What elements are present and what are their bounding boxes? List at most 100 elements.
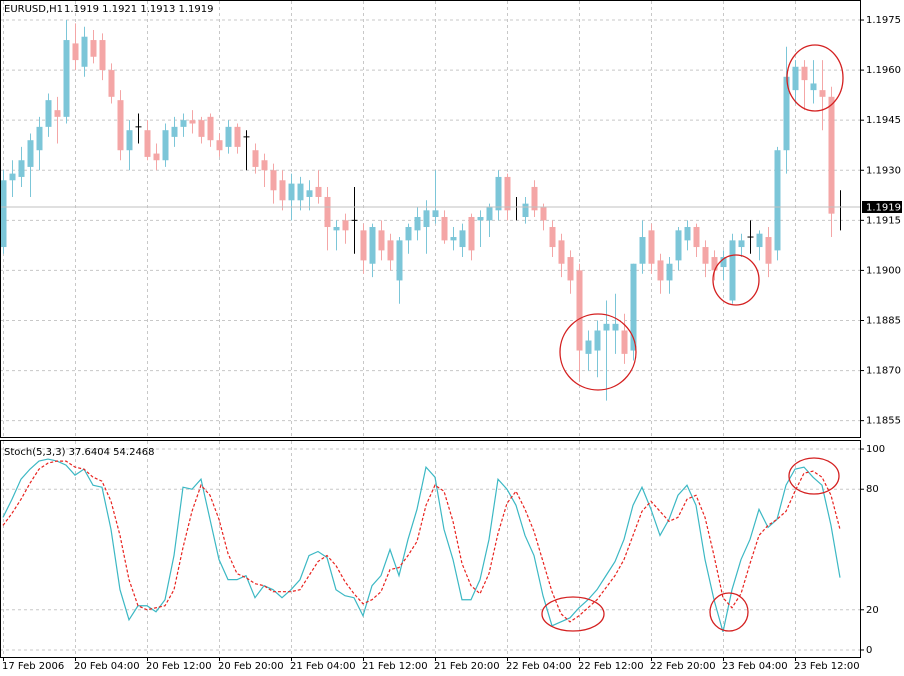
candle-body <box>549 227 556 248</box>
candle-body <box>801 66 808 81</box>
x-tick-label: 23 Feb 04:00 <box>722 661 788 672</box>
candle-body <box>99 40 106 71</box>
candle-body <box>261 160 268 171</box>
x-tick-label: 22 Feb 12:00 <box>578 661 644 672</box>
candle-body <box>630 263 637 351</box>
candle-body <box>225 126 232 147</box>
candle-body <box>36 126 43 151</box>
candle-body <box>792 66 799 91</box>
candle-body <box>432 210 439 217</box>
candle-body <box>495 176 502 211</box>
candle-body <box>378 230 385 251</box>
x-tick-label: 17 Feb 2006 <box>2 661 64 672</box>
candle-body <box>315 186 322 197</box>
candle-body <box>81 36 88 67</box>
candle-body <box>216 140 223 151</box>
y-tick-label: 1.1945 <box>866 115 901 126</box>
y-tick-label: 1.1915 <box>866 215 901 226</box>
candle-body <box>387 240 394 261</box>
candle-body <box>693 227 700 248</box>
candle-body <box>522 203 529 217</box>
candle-body <box>783 76 790 151</box>
candle-body <box>18 160 25 177</box>
y-tick-label: 0 <box>866 645 872 656</box>
last-price-label: 1.1919 <box>866 202 901 213</box>
candle-body <box>657 260 664 281</box>
candle-body <box>603 323 610 331</box>
candle-body <box>486 206 493 221</box>
annotation-circle <box>786 44 844 112</box>
indicator-title: Stoch(5,3,3) 37.6404 54.2468 <box>4 447 155 458</box>
candle-body <box>63 40 70 117</box>
candle-body <box>207 116 214 141</box>
y-tick-label: 80 <box>866 484 879 495</box>
y-tick-label: 1.1930 <box>866 165 901 176</box>
candle-body <box>189 120 196 124</box>
candle-body <box>729 240 736 301</box>
y-tick-label: 1.1870 <box>866 366 901 377</box>
candle-body <box>180 120 187 127</box>
candle-body <box>333 227 340 231</box>
annotation-circle <box>709 592 749 632</box>
candle-body <box>711 257 718 271</box>
candle-body <box>108 70 115 97</box>
candle-body <box>585 340 592 354</box>
candle-body <box>27 140 34 167</box>
candle-body <box>54 110 61 117</box>
candle-body <box>0 180 7 248</box>
candle-body <box>531 186 538 211</box>
x-tick-label: 21 Feb 12:00 <box>362 661 428 672</box>
y-tick-label: 1.1855 <box>866 416 901 427</box>
x-tick-label: 21 Feb 04:00 <box>290 661 356 672</box>
x-tick-label: 21 Feb 20:00 <box>434 661 500 672</box>
candle-body <box>666 263 673 281</box>
candle-body <box>252 150 259 167</box>
candle-body <box>738 240 745 248</box>
stoch-line <box>2 460 841 623</box>
candle-body <box>153 153 160 161</box>
y-tick-label: 20 <box>866 605 879 616</box>
candle-body <box>414 216 421 231</box>
candle-body <box>612 323 619 331</box>
y-tick-label: 100 <box>866 444 885 455</box>
candle-body <box>684 227 691 241</box>
candle-body <box>171 126 178 137</box>
candle-body <box>459 230 466 248</box>
candle-body <box>234 126 241 147</box>
candle-body <box>198 120 205 137</box>
candle-body <box>423 210 430 228</box>
candle-body <box>567 257 574 281</box>
stoch-panel-frame <box>0 440 861 658</box>
x-tick-label: 23 Feb 12:00 <box>794 661 860 672</box>
candle-body <box>360 230 367 261</box>
candle-body <box>639 237 646 264</box>
candle-body <box>90 40 97 57</box>
chart-title: EURUSD,H1 <box>4 4 63 15</box>
x-tick-label: 22 Feb 20:00 <box>650 661 716 672</box>
candle-body <box>117 100 124 151</box>
candle-body <box>540 206 547 221</box>
stoch-line <box>2 458 841 633</box>
x-tick-label: 22 Feb 04:00 <box>506 661 572 672</box>
candle-body <box>468 216 475 251</box>
last-price-box <box>862 200 902 213</box>
chart-subtitle: 1.1919 1.1921 1.1913 1.1919 <box>64 4 214 15</box>
x-tick-label: 20 Feb 04:00 <box>74 661 140 672</box>
candle-body <box>477 216 484 221</box>
candle-body <box>819 90 826 97</box>
candle-body <box>810 83 817 91</box>
candle-body <box>144 130 151 157</box>
candle-body <box>126 130 133 151</box>
candle-body <box>558 240 565 264</box>
candle-body <box>594 330 601 351</box>
mark-layer <box>0 20 860 633</box>
candle-body <box>720 257 727 268</box>
candle-body <box>72 43 79 61</box>
x-tick-label: 20 Feb 12:00 <box>146 661 212 672</box>
candle-body <box>9 173 16 181</box>
candle-body <box>675 230 682 261</box>
candle-body <box>45 100 52 127</box>
y-tick-label: 1.1975 <box>866 15 901 26</box>
